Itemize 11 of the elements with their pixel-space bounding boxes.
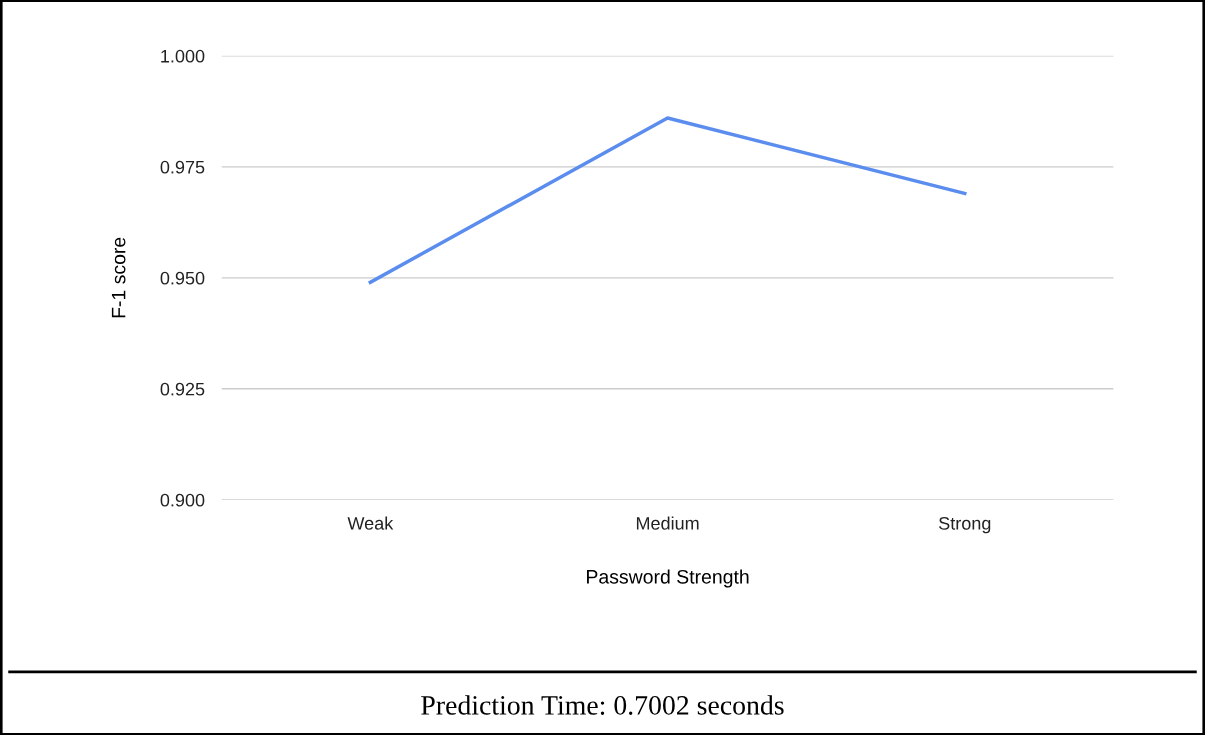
x-tick-label: Strong (939, 516, 991, 534)
y-tick-label: 0.950 (160, 271, 205, 285)
y-tick-label: 0.925 (160, 382, 205, 396)
text: Prediction Time: 0.7002 seconds (421, 695, 784, 715)
y-tick-label: 0.900 (160, 493, 205, 507)
x-tick-label: Medium (636, 516, 699, 530)
x-axis-title: Password Strength (587, 569, 749, 588)
y-tick-label: 1.000 (161, 49, 205, 63)
y-tick-label: 0.975 (160, 160, 205, 174)
y-axis-title: F-1 score (111, 237, 126, 318)
x-tick-label: Weak (347, 516, 394, 530)
